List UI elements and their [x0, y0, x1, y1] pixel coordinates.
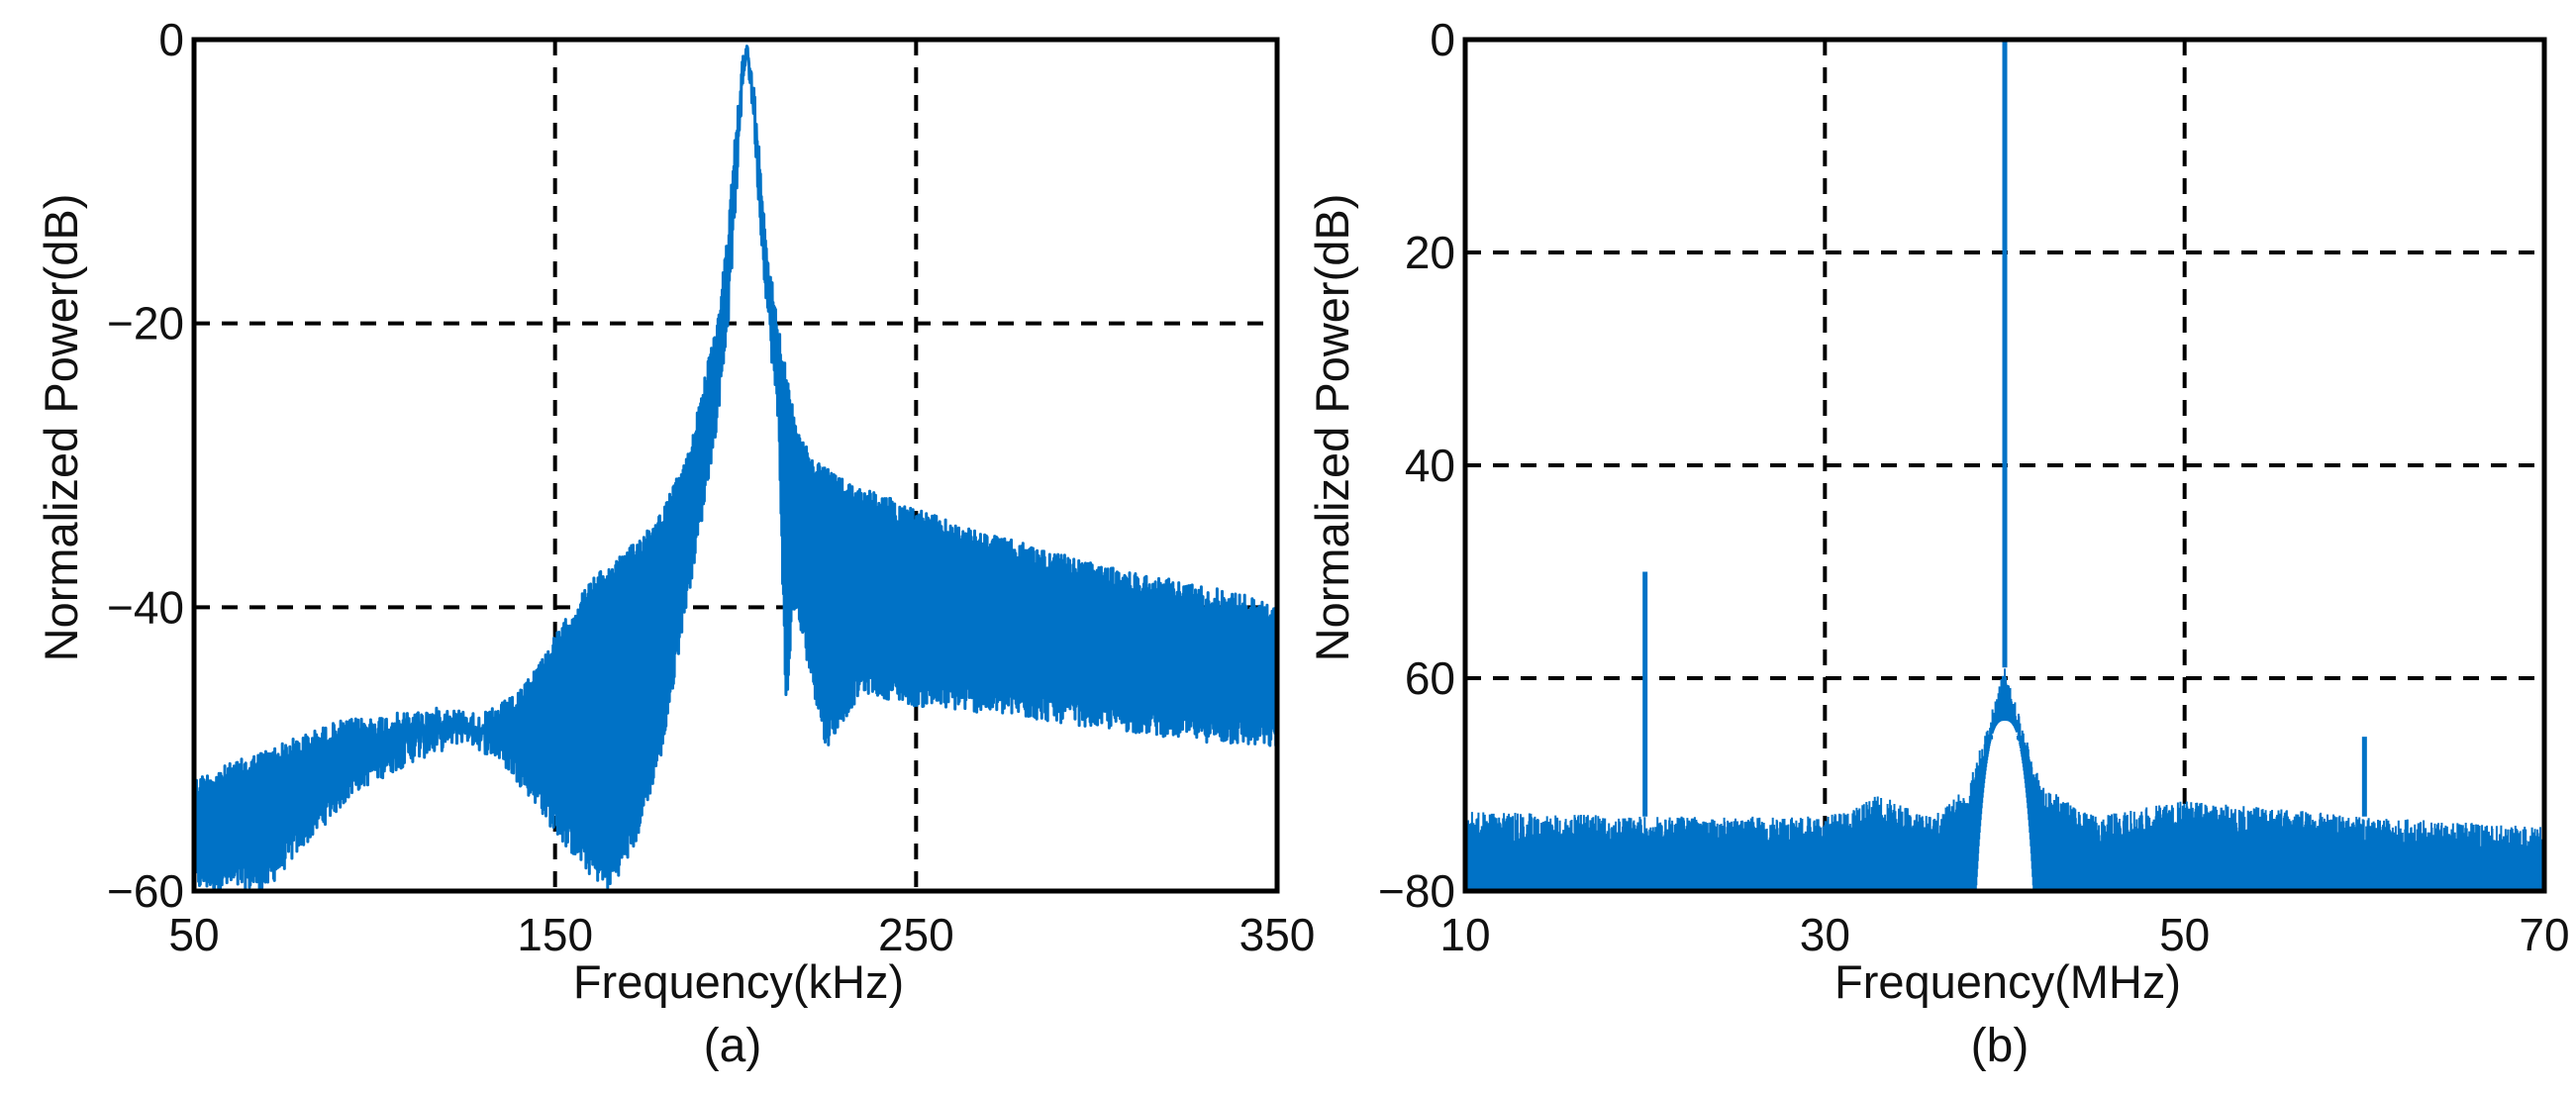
y-axis-label-b: Normalized Power(dB) [1306, 194, 1358, 662]
x-tick-label: 70 [2519, 909, 2569, 960]
x-axis-label-b: Frequency(MHz) [1834, 955, 2181, 1008]
y-tick-label: 0 [158, 14, 184, 65]
chart-panel-a: 0 −20 −40 −60 50 150 250 350 Frequency(kHz) No… [35, 14, 1315, 1072]
y-tick-labels-a: 0 −20 −40 −60 [107, 14, 184, 917]
x-tick-label: 50 [168, 909, 219, 960]
y-tick-label: −20 [107, 298, 184, 349]
x-axis-label-a: Frequency(kHz) [573, 955, 904, 1008]
y-tick-label: −40 [107, 581, 184, 633]
panel-label-a: (a) [704, 1020, 762, 1072]
y-tick-label: 40 [1405, 440, 1455, 491]
x-tick-label: 10 [1439, 909, 1490, 960]
panel-label-b: (b) [1971, 1020, 2030, 1072]
spur-lines-b [1642, 40, 2367, 817]
y-tick-label: −60 [107, 865, 184, 917]
y-axis-label-a: Normalized Power(dB) [35, 194, 87, 662]
x-tick-label: 250 [878, 909, 954, 960]
y-tick-labels-b: 0 20 40 60 −80 [1378, 14, 1455, 917]
x-tick-label: 150 [517, 909, 593, 960]
x-tick-label: 30 [1800, 909, 1850, 960]
plot-frame-a [191, 37, 1280, 894]
x-tick-labels-a: 50 150 250 350 [168, 909, 1315, 960]
y-tick-label: 20 [1405, 227, 1455, 278]
spectrum-trace-a [192, 45, 1279, 893]
x-tick-labels-b: 10 30 50 70 [1439, 909, 2569, 960]
x-tick-label: 50 [2159, 909, 2210, 960]
chart-panel-b: 0 20 40 60 −80 10 30 50 70 Frequency(MHz) Norma… [1306, 14, 2570, 1072]
x-tick-label: 350 [1239, 909, 1316, 960]
y-tick-label: 0 [1430, 14, 1455, 65]
spectrum-trace-b [1464, 668, 2545, 891]
y-tick-label: −80 [1378, 865, 1455, 917]
y-tick-label: 60 [1405, 652, 1455, 704]
plot-frame-b [1462, 37, 2547, 894]
